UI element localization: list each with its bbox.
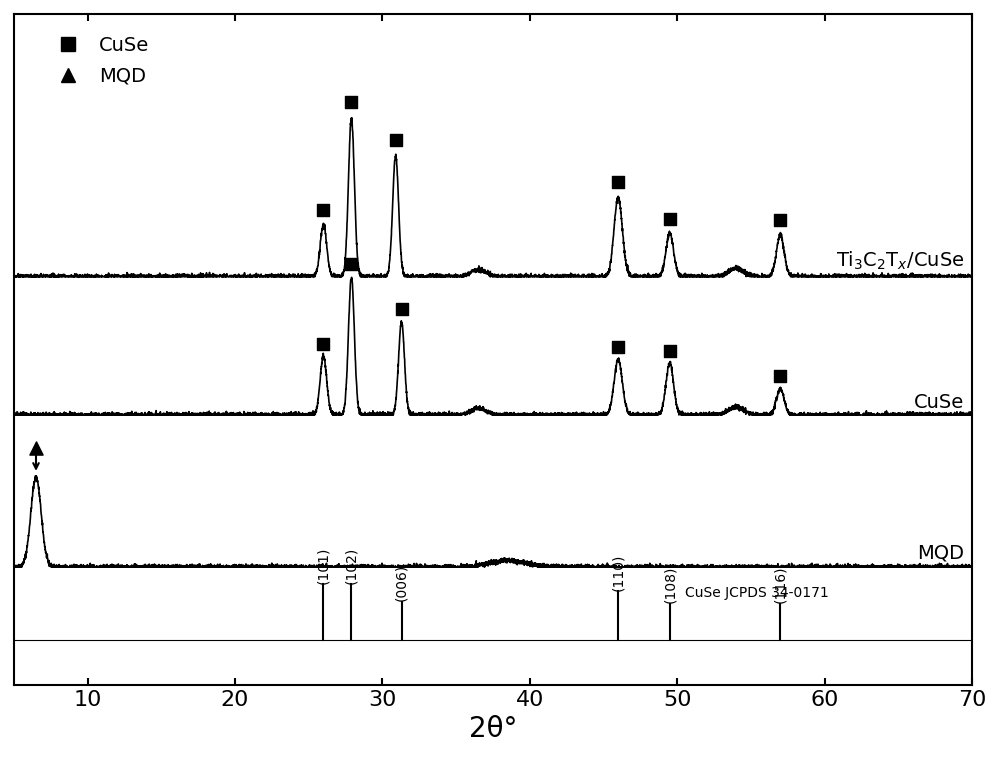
- X-axis label: 2θ°: 2θ°: [469, 715, 517, 743]
- Point: [343, 96, 359, 108]
- Point: [662, 213, 678, 225]
- Text: (101): (101): [316, 547, 330, 584]
- Point: [772, 214, 788, 226]
- Text: (006): (006): [395, 564, 409, 601]
- Point: [28, 442, 44, 454]
- Legend: CuSe, MQD: CuSe, MQD: [43, 30, 155, 92]
- Text: (102): (102): [344, 547, 358, 584]
- Text: (110): (110): [611, 553, 625, 590]
- Text: Ti$_3$C$_2$T$_x$/CuSe: Ti$_3$C$_2$T$_x$/CuSe: [836, 250, 965, 272]
- Point: [610, 176, 626, 188]
- Point: [315, 204, 331, 216]
- Point: [343, 258, 359, 270]
- Point: [315, 338, 331, 350]
- Text: (108): (108): [663, 565, 677, 603]
- Point: [772, 370, 788, 382]
- Text: MQD: MQD: [918, 544, 965, 563]
- Text: CuSe: CuSe: [914, 393, 965, 412]
- Point: [394, 303, 410, 315]
- Text: CuSe JCPDS 34-0171: CuSe JCPDS 34-0171: [685, 586, 828, 600]
- Point: [610, 341, 626, 354]
- Point: [388, 135, 404, 147]
- Text: (116): (116): [773, 565, 787, 603]
- Point: [662, 344, 678, 357]
